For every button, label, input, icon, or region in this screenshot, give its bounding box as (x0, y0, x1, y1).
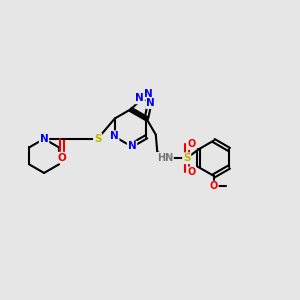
Text: N: N (128, 142, 136, 152)
Text: O: O (58, 153, 67, 163)
Text: O: O (188, 167, 196, 177)
Text: N: N (144, 89, 153, 99)
Text: O: O (210, 182, 218, 191)
Text: HN: HN (157, 153, 173, 163)
Text: N: N (146, 98, 155, 108)
Text: N: N (135, 93, 144, 103)
Text: O: O (188, 139, 196, 149)
Text: N: N (40, 134, 48, 144)
Text: N: N (110, 131, 118, 141)
Text: S: S (94, 134, 101, 144)
Text: S: S (183, 153, 190, 163)
